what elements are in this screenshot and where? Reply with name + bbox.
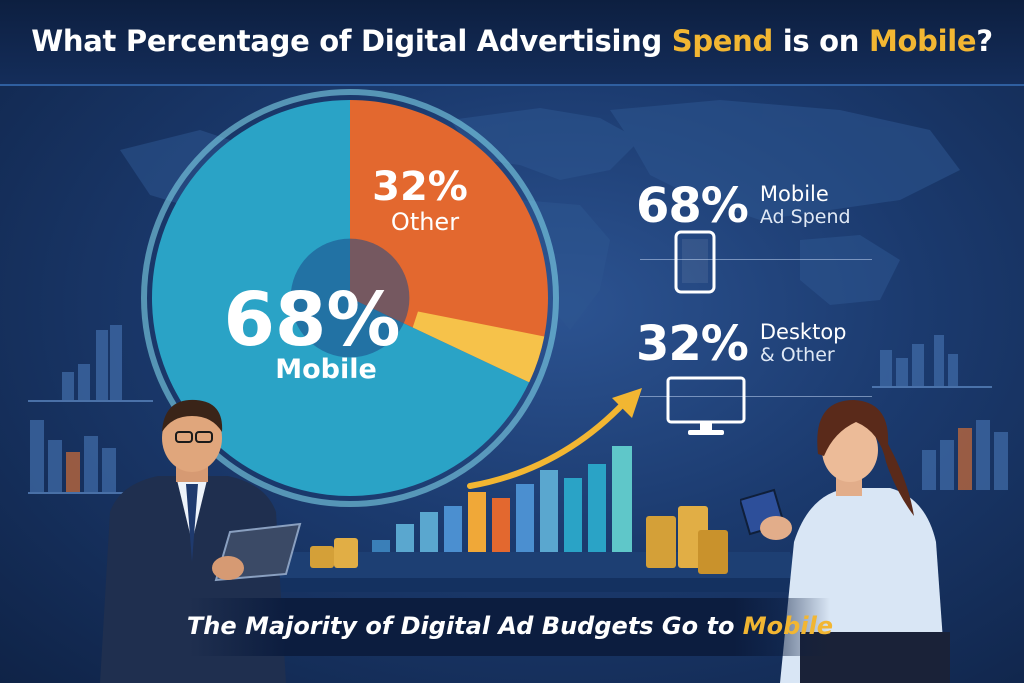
stat-mobile-line2: Ad Spend bbox=[759, 206, 851, 228]
stat-desktop-line1: Desktop bbox=[759, 320, 847, 344]
title-part2: is on bbox=[772, 24, 869, 58]
growth-bars bbox=[372, 446, 632, 554]
trend-arrow-icon bbox=[467, 388, 642, 489]
caption-band bbox=[190, 598, 830, 656]
stat-divider-bottom bbox=[640, 396, 872, 397]
left-skyline-bars bbox=[28, 325, 158, 494]
stat-desktop-percent: 32% bbox=[636, 316, 749, 372]
caption-text: The Majority of Digital Ad Budgets Go to bbox=[186, 612, 743, 640]
stat-divider-top bbox=[640, 259, 872, 260]
right-skyline-bars bbox=[872, 335, 1008, 490]
bottom-caption: The Majority of Digital Ad Budgets Go to… bbox=[150, 612, 870, 640]
title-highlight-spend: Spend bbox=[671, 24, 774, 58]
page-title: What Percentage of Digital Advertising S… bbox=[0, 24, 1024, 58]
title-part3: ? bbox=[976, 24, 993, 58]
world-map bbox=[120, 100, 960, 330]
stat-desktop: 32% Desktop & Other bbox=[636, 316, 847, 372]
monitor-icon bbox=[666, 376, 746, 435]
mobile-slice-label: Mobile bbox=[275, 354, 377, 385]
header-band bbox=[0, 0, 1024, 86]
phone-icon bbox=[674, 230, 716, 294]
pie-hub bbox=[290, 238, 410, 358]
stat-mobile-percent: 68% bbox=[636, 178, 749, 234]
pie-slices bbox=[141, 89, 559, 507]
other-slice-value-label: 32% bbox=[372, 164, 468, 210]
title-part1: What Percentage of Digital Advertising bbox=[31, 24, 672, 58]
stat-mobile: 68% Mobile Ad Spend bbox=[636, 178, 851, 234]
background-scene bbox=[28, 100, 1008, 592]
other-slice-label: Other bbox=[391, 208, 459, 236]
coin-stack-icon bbox=[310, 506, 728, 574]
caption-highlight: Mobile bbox=[742, 612, 834, 640]
title-highlight-mobile: Mobile bbox=[868, 24, 977, 58]
stat-desktop-desc: Desktop & Other bbox=[760, 321, 847, 367]
stat-desktop-line2: & Other bbox=[759, 344, 835, 366]
stat-mobile-desc: Mobile Ad Spend bbox=[760, 183, 851, 229]
pie-slice-accent bbox=[412, 311, 545, 383]
pie-rim bbox=[141, 89, 559, 507]
stat-mobile-line1: Mobile bbox=[759, 182, 829, 206]
mobile-slice-value-label: 68% bbox=[223, 277, 400, 363]
